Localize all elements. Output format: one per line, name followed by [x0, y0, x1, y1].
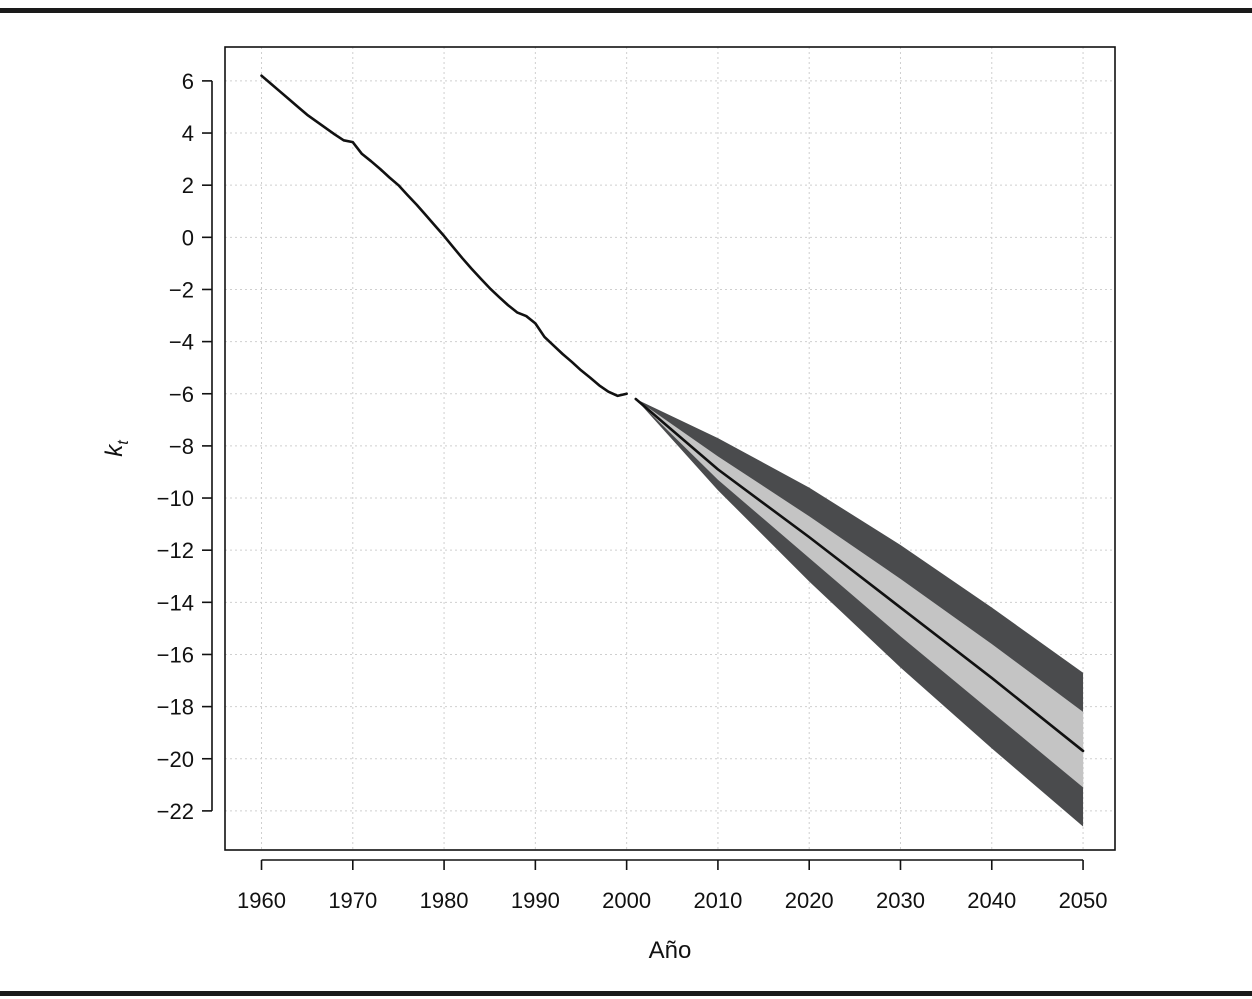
- forecast-bands: [635, 398, 1084, 827]
- x-tick-label: 2030: [876, 888, 925, 913]
- x-tick-label: 1960: [237, 888, 286, 913]
- y-tick-label: −6: [169, 382, 194, 407]
- y-axis: 6 4 2 0 −2 −4 −6 −8 −10 −12 −14 −16 −18 −20 −22: [157, 69, 213, 824]
- y-tick-label: −10: [157, 486, 194, 511]
- band-outer-interval: [635, 398, 1084, 827]
- x-axis: 1960 1970 1980 1990 2000 2010 2020 2030 2040 2050: [237, 859, 1108, 913]
- x-tick-label: 1980: [420, 888, 469, 913]
- x-tick-label: 2000: [602, 888, 651, 913]
- x-tick-label: 1970: [328, 888, 377, 913]
- y-tick-label: −8: [169, 434, 194, 459]
- series-lines: [260, 74, 1085, 753]
- y-tick-label: 6: [182, 69, 194, 94]
- plot-frame: [224, 46, 1116, 851]
- y-tick-label: −12: [157, 538, 194, 563]
- series-line-forecast: [634, 397, 1085, 753]
- top-rule: [0, 8, 1252, 13]
- x-tick-label: 2040: [967, 888, 1016, 913]
- y-axis-title: kt: [101, 440, 132, 457]
- y-tick-label: −2: [169, 277, 194, 302]
- bottom-rule: [0, 991, 1252, 996]
- y-axis-title-main: k: [101, 443, 128, 457]
- x-tick-label: 2020: [785, 888, 834, 913]
- y-tick-label: −14: [157, 590, 194, 615]
- series-line-observed: [260, 74, 628, 398]
- y-tick-label: 4: [182, 121, 194, 146]
- y-axis-title-subscript: t: [115, 440, 132, 445]
- y-tick-label: 2: [182, 173, 194, 198]
- y-tick-label: −16: [157, 642, 194, 667]
- x-tick-label: 2010: [693, 888, 742, 913]
- band-inner-interval: [635, 398, 1084, 788]
- x-tick-label: 2050: [1059, 888, 1108, 913]
- x-tick-label: 1990: [511, 888, 560, 913]
- y-tick-label: −22: [157, 799, 194, 824]
- y-tick-label: 0: [182, 225, 194, 250]
- y-tick-label: −4: [169, 330, 194, 355]
- x-axis-title: Año: [649, 937, 692, 964]
- y-tick-label: −20: [157, 747, 194, 772]
- y-tick-label: −18: [157, 695, 194, 720]
